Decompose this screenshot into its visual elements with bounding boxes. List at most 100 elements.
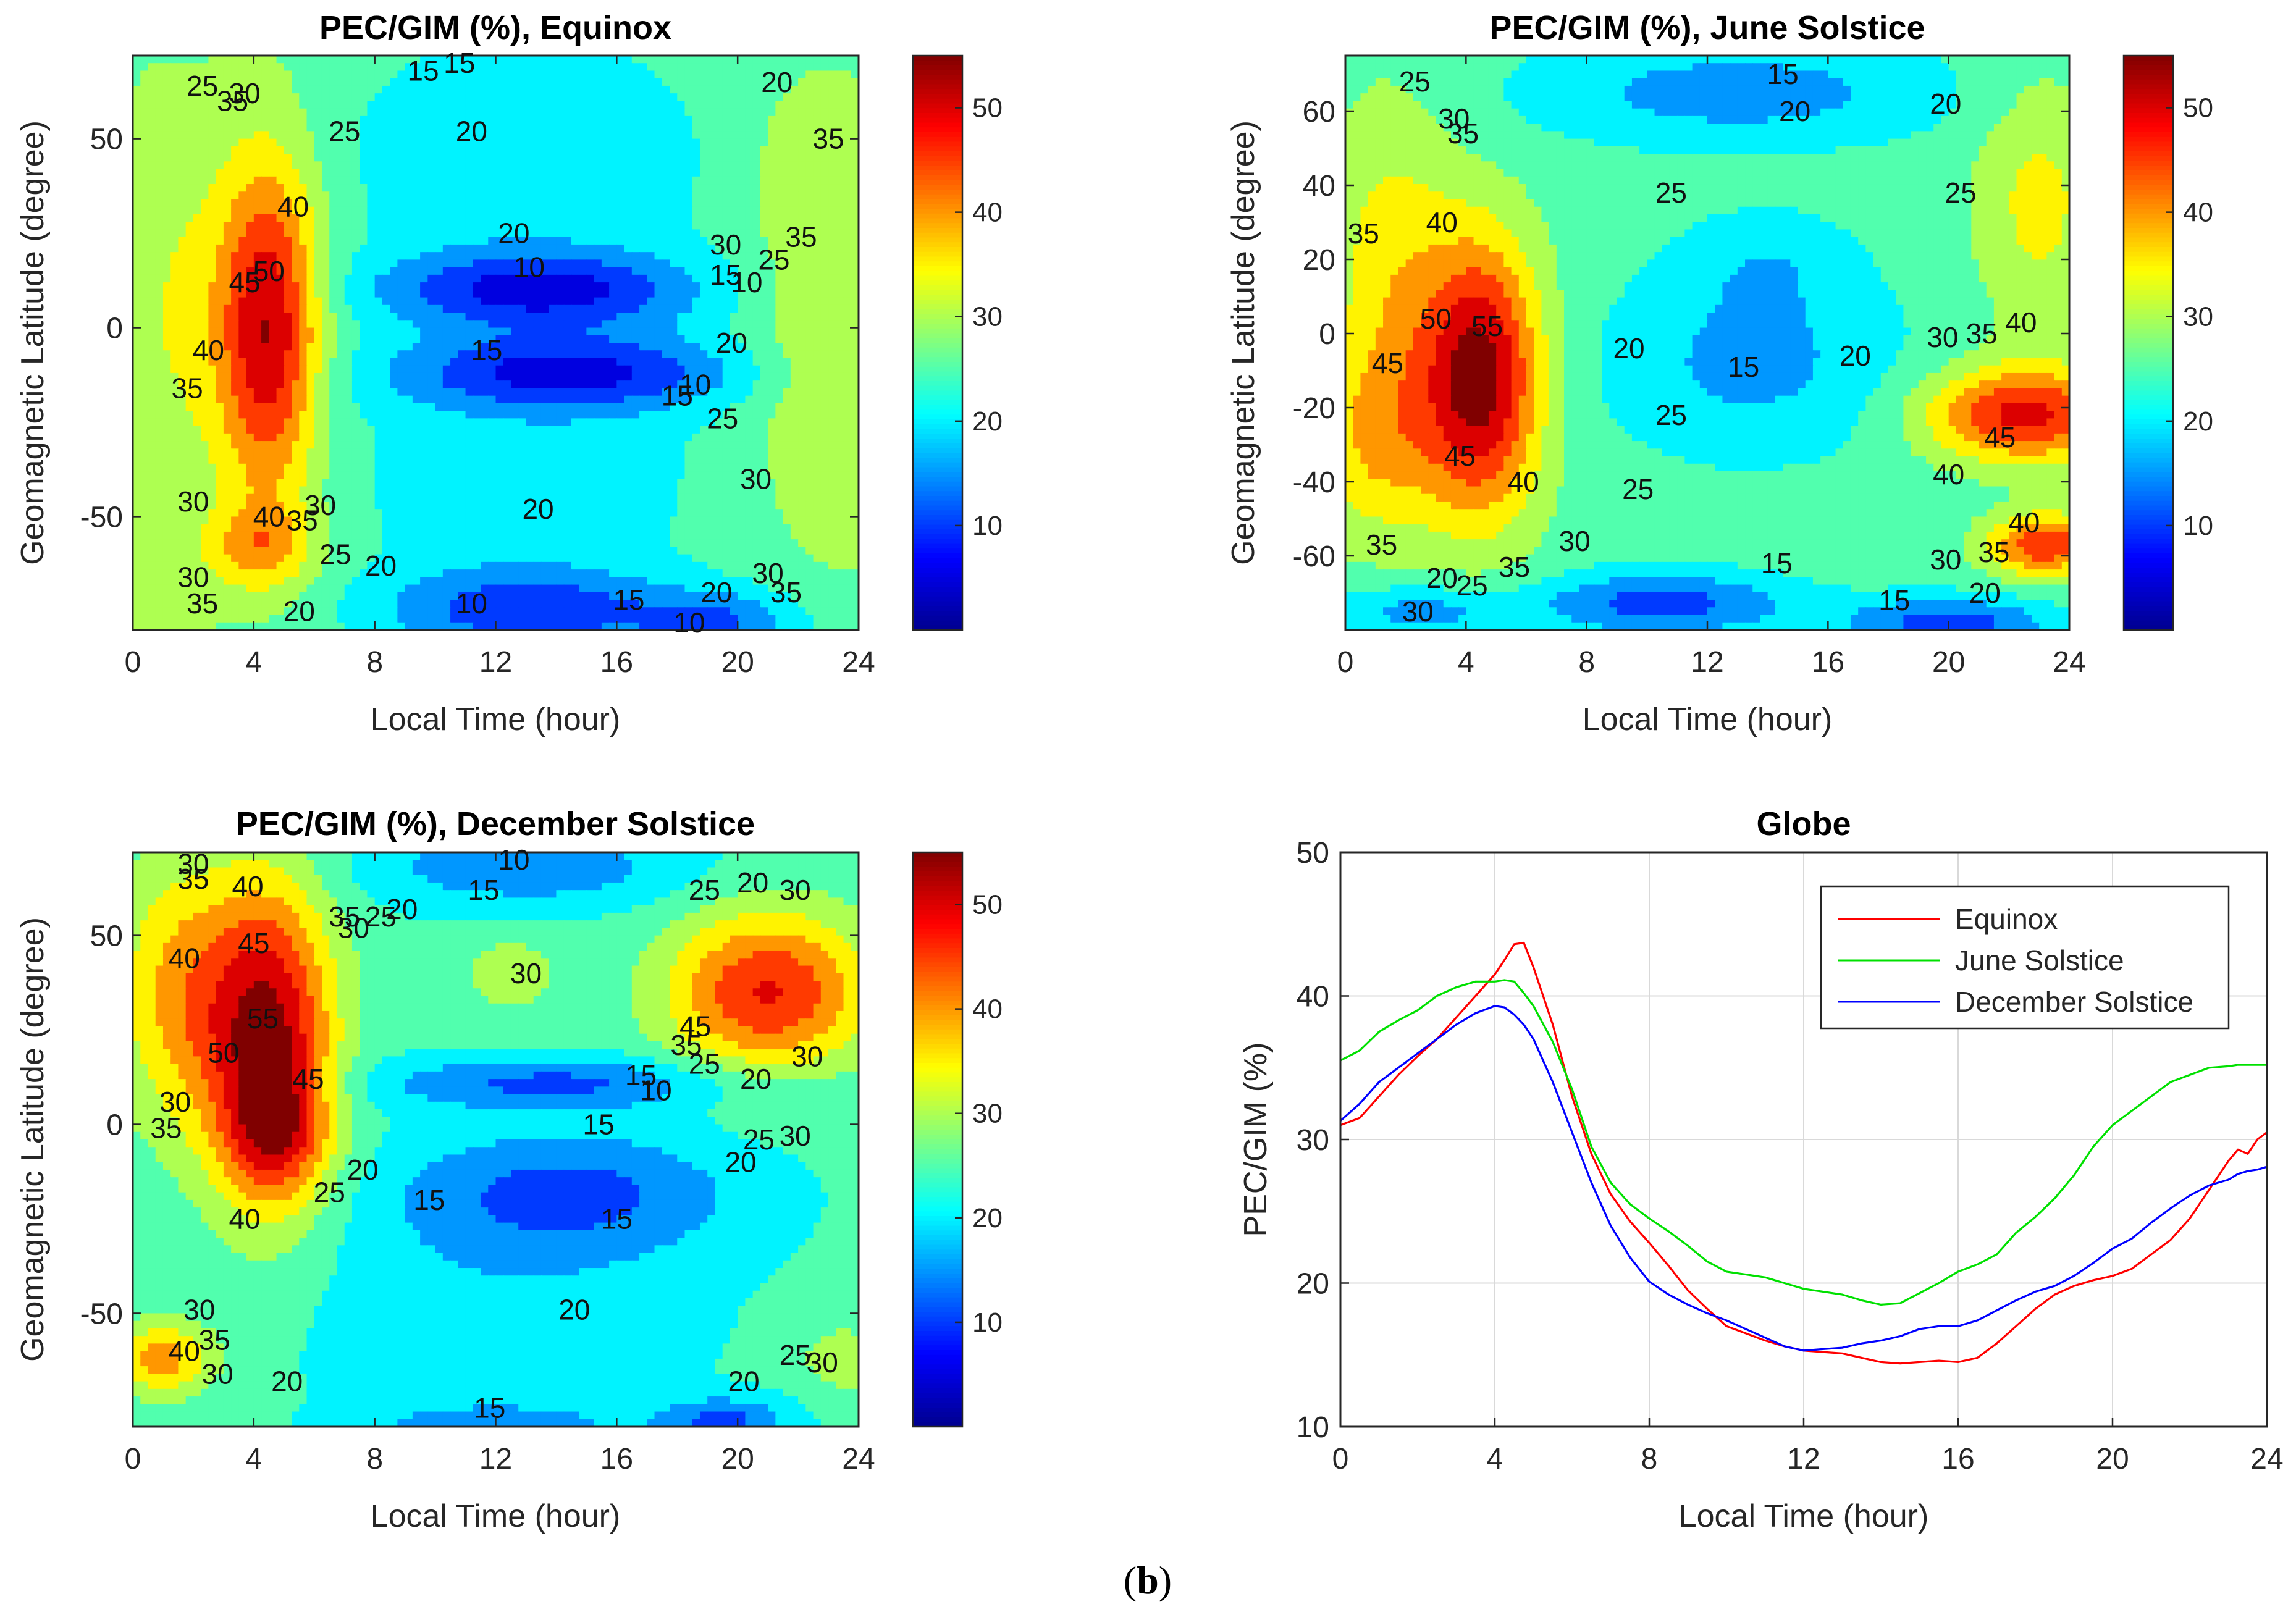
heat-cell	[170, 116, 179, 124]
heat-cell	[360, 191, 368, 199]
heat-cell	[602, 70, 610, 78]
heat-cell	[367, 245, 375, 253]
heat-cell	[216, 116, 224, 124]
heat-cell	[571, 109, 579, 117]
heat-cell	[208, 229, 216, 237]
heat-cell	[435, 109, 444, 117]
heat-cell	[518, 63, 526, 71]
heat-cell	[450, 191, 458, 199]
heat-cell	[208, 282, 216, 290]
heat-cell	[496, 282, 504, 290]
heat-cell	[435, 101, 444, 109]
heat-cell	[156, 229, 164, 237]
heat-cell	[140, 116, 148, 124]
heat-cell	[692, 259, 700, 267]
heat-cell	[503, 116, 511, 124]
heat-cell	[534, 191, 542, 199]
heat-cell	[791, 124, 799, 132]
heat-cell	[745, 161, 753, 169]
heat-cell	[616, 275, 624, 283]
heat-cell	[814, 191, 822, 199]
heat-cell	[337, 275, 345, 283]
heat-cell	[541, 229, 549, 237]
heat-cell	[277, 93, 285, 101]
heat-cell	[715, 131, 723, 139]
heat-cell	[360, 101, 368, 109]
heat-cell	[616, 124, 624, 132]
heat-cell	[677, 259, 685, 267]
heat-cell	[314, 207, 322, 215]
heat-cell	[352, 93, 360, 101]
heat-cell	[526, 93, 534, 101]
heat-cell	[133, 222, 141, 230]
heat-cell	[352, 101, 360, 109]
heat-cell	[821, 252, 829, 260]
heat-cell	[178, 207, 186, 215]
heat-cell	[405, 131, 413, 139]
heat-cell	[624, 207, 633, 215]
heat-cell	[579, 116, 587, 124]
heat-cell	[571, 245, 579, 253]
heat-cell	[745, 237, 753, 245]
heat-cell	[427, 267, 435, 275]
heat-cell	[322, 191, 330, 199]
heat-cell	[511, 56, 519, 64]
heat-cell	[254, 177, 262, 185]
heat-cell	[715, 207, 723, 215]
heat-cell	[450, 275, 458, 283]
heat-cell	[670, 63, 678, 71]
heat-cell	[133, 207, 141, 215]
heat-cell	[254, 124, 262, 132]
heat-cell	[632, 282, 640, 290]
heat-cell	[707, 154, 715, 162]
heat-cell	[299, 70, 307, 78]
heat-cell	[768, 229, 776, 237]
heat-cell	[473, 282, 481, 290]
heat-cell	[405, 101, 413, 109]
heat-cell	[579, 169, 587, 177]
heat-cell	[564, 116, 572, 124]
heat-cell	[238, 63, 246, 71]
heat-cell	[684, 78, 692, 86]
heat-cell	[821, 267, 829, 275]
heat-cell	[586, 116, 594, 124]
heat-cell	[602, 169, 610, 177]
heat-cell	[246, 245, 254, 253]
heat-cell	[677, 245, 685, 253]
heat-cell	[352, 70, 360, 78]
heat-cell	[435, 282, 444, 290]
heat-cell	[473, 161, 481, 169]
heat-cell	[677, 177, 685, 185]
heat-cell	[684, 282, 692, 290]
heat-cell	[511, 78, 519, 86]
heat-cell	[413, 191, 421, 199]
heat-cell	[405, 124, 413, 132]
heat-cell	[405, 116, 413, 124]
heat-cell	[670, 131, 678, 139]
heat-cell	[579, 78, 587, 86]
heat-cell	[662, 109, 670, 117]
heat-cell	[624, 275, 633, 283]
heat-cell	[632, 252, 640, 260]
heat-cell	[466, 93, 474, 101]
heat-cell	[579, 177, 587, 185]
heat-cell	[435, 146, 444, 154]
heat-cell	[201, 146, 209, 154]
heat-cell	[579, 124, 587, 132]
heat-cell	[670, 139, 678, 147]
heat-cell	[571, 101, 579, 109]
heat-cell	[307, 116, 315, 124]
heat-cell	[707, 116, 715, 124]
heat-cell	[730, 139, 738, 147]
heat-cell	[322, 275, 330, 283]
heat-cell	[677, 93, 685, 101]
heat-cell	[534, 161, 542, 169]
heat-cell	[632, 78, 640, 86]
heat-cell	[170, 245, 179, 253]
heat-cell	[647, 101, 655, 109]
heat-cell	[186, 199, 194, 208]
heat-cell	[488, 252, 496, 260]
heat-cell	[163, 93, 171, 101]
heat-cell	[579, 161, 587, 169]
heat-cell	[420, 154, 428, 162]
